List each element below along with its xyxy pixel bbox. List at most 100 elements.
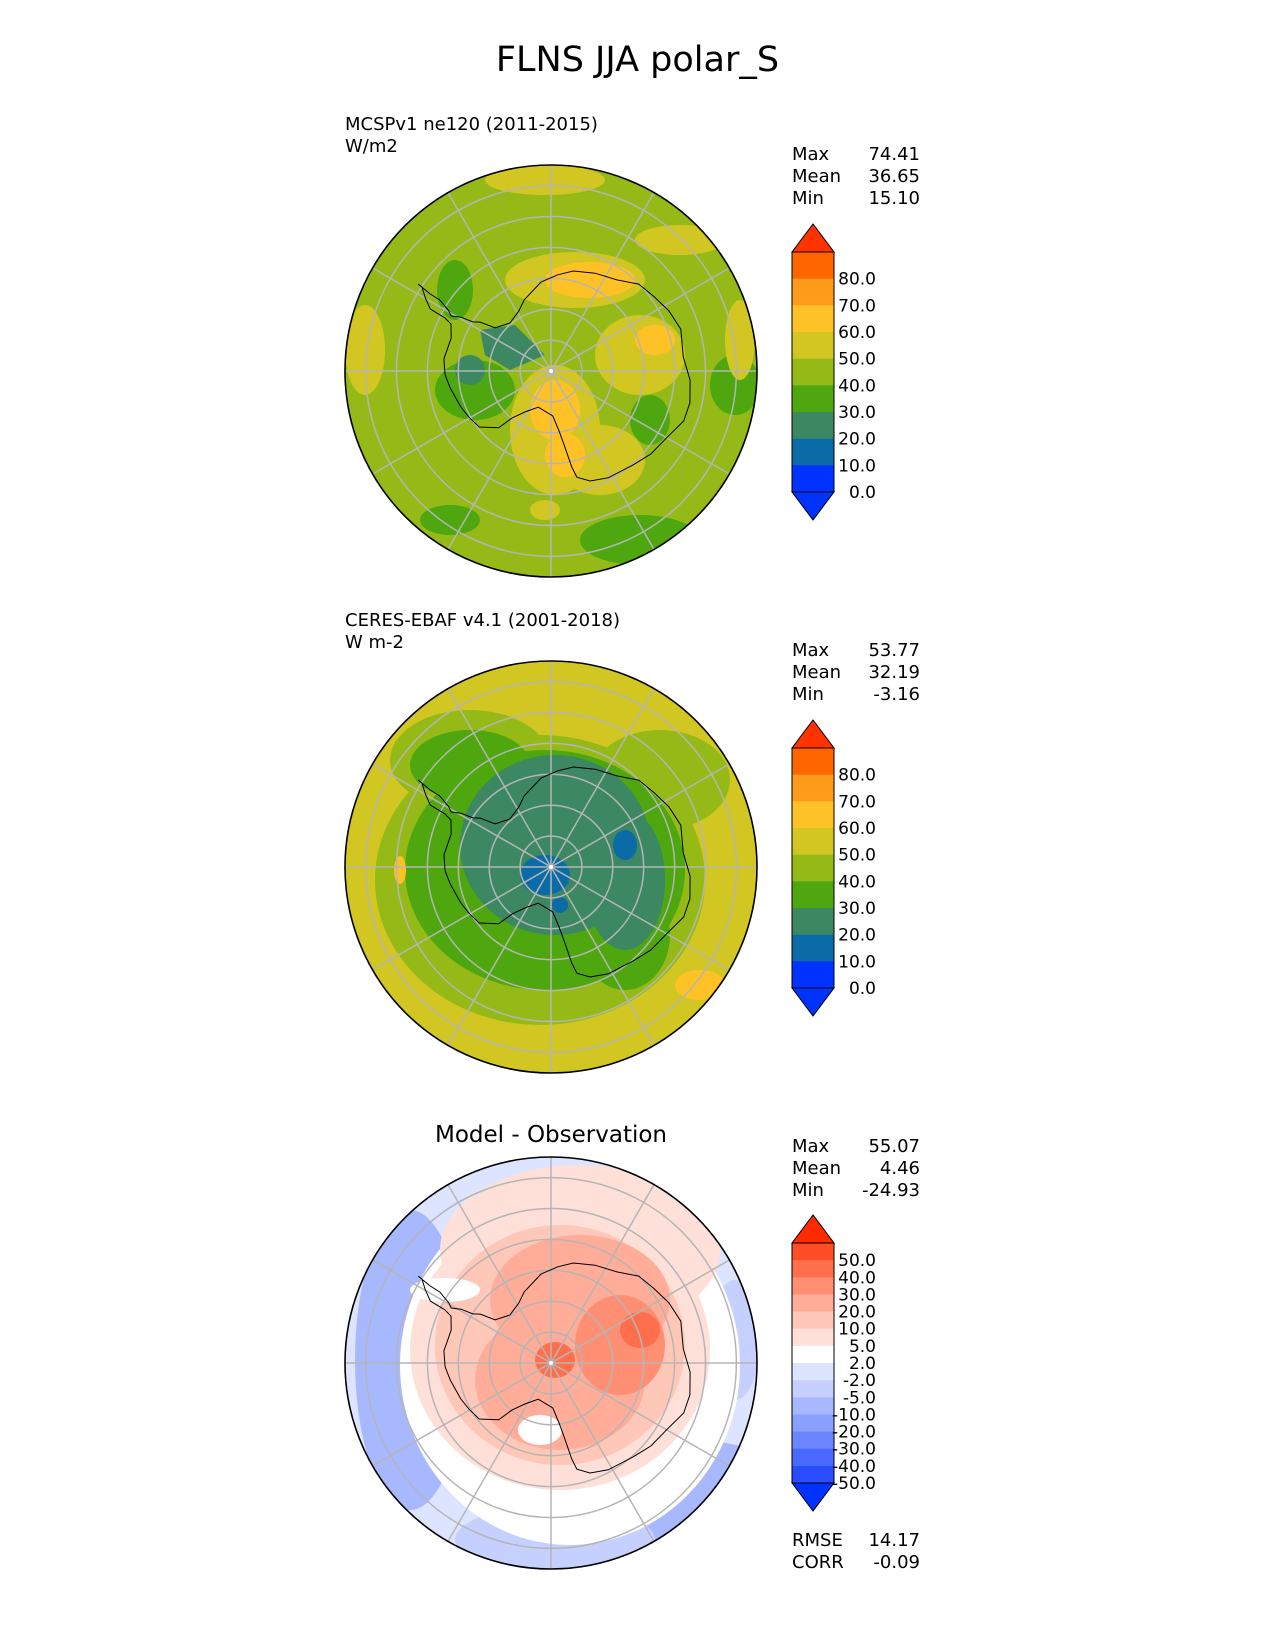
- stat-value: 4.46: [879, 1158, 920, 1179]
- panel-2-title-line1: CERES-EBAF v4.1 (2001-2018): [345, 610, 621, 631]
- panel-2-units: W m-2: [345, 632, 405, 653]
- map-panel-3: [344, 1156, 758, 1570]
- colorbar-tick-label: 20.0: [838, 926, 876, 946]
- colorbar-extend-max: [791, 719, 835, 749]
- colorbar-segment: [792, 1465, 834, 1484]
- stat-label: Max: [792, 640, 830, 661]
- stat-label: Max: [792, 1136, 830, 1157]
- colorbar-tick-label: 0.0: [849, 979, 876, 999]
- colorbar-tick-label: 60.0: [838, 323, 876, 343]
- colorbar-segment: [792, 908, 834, 936]
- colorbar-tick-label: 0.0: [849, 483, 876, 503]
- colorbar-tick-label: 40.0: [838, 376, 876, 396]
- metric-label: CORR: [792, 1552, 844, 1573]
- colorbar-tick-label: 10.0: [838, 456, 876, 476]
- stat-label: Mean: [792, 662, 842, 683]
- map-2-coastline: [417, 766, 691, 978]
- stat-value: -3.16: [873, 684, 920, 705]
- colorbar-segment: [792, 1328, 834, 1347]
- colorbar-segment: [792, 1294, 834, 1313]
- stat-value: 36.65: [868, 166, 920, 187]
- stat-value: 53.77: [868, 640, 920, 661]
- metric-label: RMSE: [792, 1530, 843, 1551]
- colorbar-segment: [792, 1311, 834, 1330]
- stat-label: Mean: [792, 166, 842, 187]
- stat-label: Min: [792, 188, 824, 209]
- colorbar-tick-label: 30.0: [838, 899, 876, 919]
- colorbar-segment: [792, 1260, 834, 1278]
- colorbar-tick-label: -2.0: [843, 1371, 876, 1391]
- colorbar-segment: [792, 358, 834, 386]
- colorbar-segment: [792, 881, 834, 909]
- colorbar-segment: [792, 1277, 834, 1295]
- panel-1-units: W/m2: [345, 136, 398, 157]
- stat-label: Max: [792, 144, 830, 165]
- colorbar-tick-label: 20.0: [838, 430, 876, 450]
- colorbar-tick-label: 20.0: [838, 1303, 876, 1323]
- stat-value: 74.41: [868, 144, 920, 165]
- colorbar-tick-label: -30.0: [832, 1440, 876, 1460]
- colorbar-segment: [792, 934, 834, 962]
- colorbar-tick-label: -40.0: [832, 1457, 876, 1477]
- panel-1-stats: Max 74.41 Mean 36.65 Min 15.10: [792, 144, 920, 210]
- colorbar-tick-label: 60.0: [838, 819, 876, 839]
- colorbar-tick-label: 40.0: [838, 872, 876, 892]
- colorbar-segment: [792, 465, 834, 493]
- panel-1-title: MCSPv1 ne120 (2011-2015) W/m2: [345, 114, 598, 158]
- stat-label: Mean: [792, 1158, 842, 1179]
- map-3-frame: [344, 1156, 758, 1570]
- colorbar-tick-label: 30.0: [838, 1285, 876, 1305]
- stat-value: 15.10: [868, 188, 920, 209]
- colorbar-tick-label: 50.0: [838, 846, 876, 866]
- colorbar-segment: [792, 828, 834, 856]
- colorbar-segment: [792, 1431, 834, 1450]
- colorbar-tick-label: 10.0: [838, 1320, 876, 1340]
- colorbar-outline: [791, 747, 835, 989]
- colorbar-tick-label: 10.0: [838, 952, 876, 972]
- map-1-frame: [344, 164, 758, 578]
- map-1-coastline: [417, 270, 691, 482]
- panel-1-title-line1: MCSPv1 ne120 (2011-2015): [345, 114, 598, 135]
- colorbar-segment: [792, 801, 834, 829]
- metric-value: -0.09: [873, 1552, 920, 1573]
- colorbar-2: 80.0 70.0 60.0 50.0 40.0 30.0 20.0 10.0 0.0: [791, 719, 876, 1017]
- stat-value: -24.93: [861, 1180, 920, 1201]
- map-panel-1: [344, 164, 758, 578]
- colorbar-tick-label: 80.0: [838, 766, 876, 786]
- colorbar-tick-label: 50.0: [838, 350, 876, 370]
- colorbar-segment: [792, 1345, 834, 1364]
- colorbar-segment: [792, 412, 834, 440]
- colorbar-tick-label: -5.0: [843, 1388, 876, 1408]
- colorbar-segment: [792, 1414, 834, 1433]
- colorbar-tick-label: -10.0: [832, 1405, 876, 1425]
- colorbar-segment: [792, 1363, 834, 1381]
- colorbar-extend-min: [791, 987, 835, 1017]
- colorbar-tick-label: -50.0: [832, 1474, 876, 1494]
- colorbar-segment: [792, 438, 834, 466]
- colorbar-tick-label: 50.0: [838, 1251, 876, 1271]
- colorbar-segment: [792, 1243, 834, 1261]
- colorbar-tick-label: -20.0: [832, 1423, 876, 1443]
- map-1-field: [345, 165, 757, 565]
- colorbar-tick-label: 2.0: [849, 1354, 876, 1374]
- colorbar-tick-label: 5.0: [849, 1337, 876, 1357]
- colorbar-tick-label: 40.0: [838, 1268, 876, 1288]
- map-2-frame: [344, 660, 758, 1074]
- colorbar-extend-max: [791, 223, 835, 253]
- colorbar-segment: [792, 305, 834, 333]
- colorbar-extend-min: [791, 1482, 835, 1512]
- metric-value: 14.17: [868, 1530, 920, 1551]
- colorbar-outline: [791, 1242, 835, 1484]
- colorbar-tick-label: 30.0: [838, 403, 876, 423]
- colorbar-3: 50.040.030.020.010.05.02.0-2.0-5.0-10.0-…: [791, 1214, 876, 1512]
- panel-2-title: CERES-EBAF v4.1 (2001-2018) W m-2: [345, 610, 620, 654]
- map-3-coastline: [417, 1262, 691, 1474]
- stat-value: 55.07: [868, 1136, 920, 1157]
- colorbar-segment: [792, 854, 834, 882]
- colorbar-tick-label: 70.0: [838, 792, 876, 812]
- stat-value: 32.19: [868, 662, 920, 683]
- colorbar-segment: [792, 748, 834, 776]
- colorbar-segment: [792, 774, 834, 802]
- panel-3-stats: Max 55.07 Mean 4.46 Min -24.93: [792, 1136, 920, 1202]
